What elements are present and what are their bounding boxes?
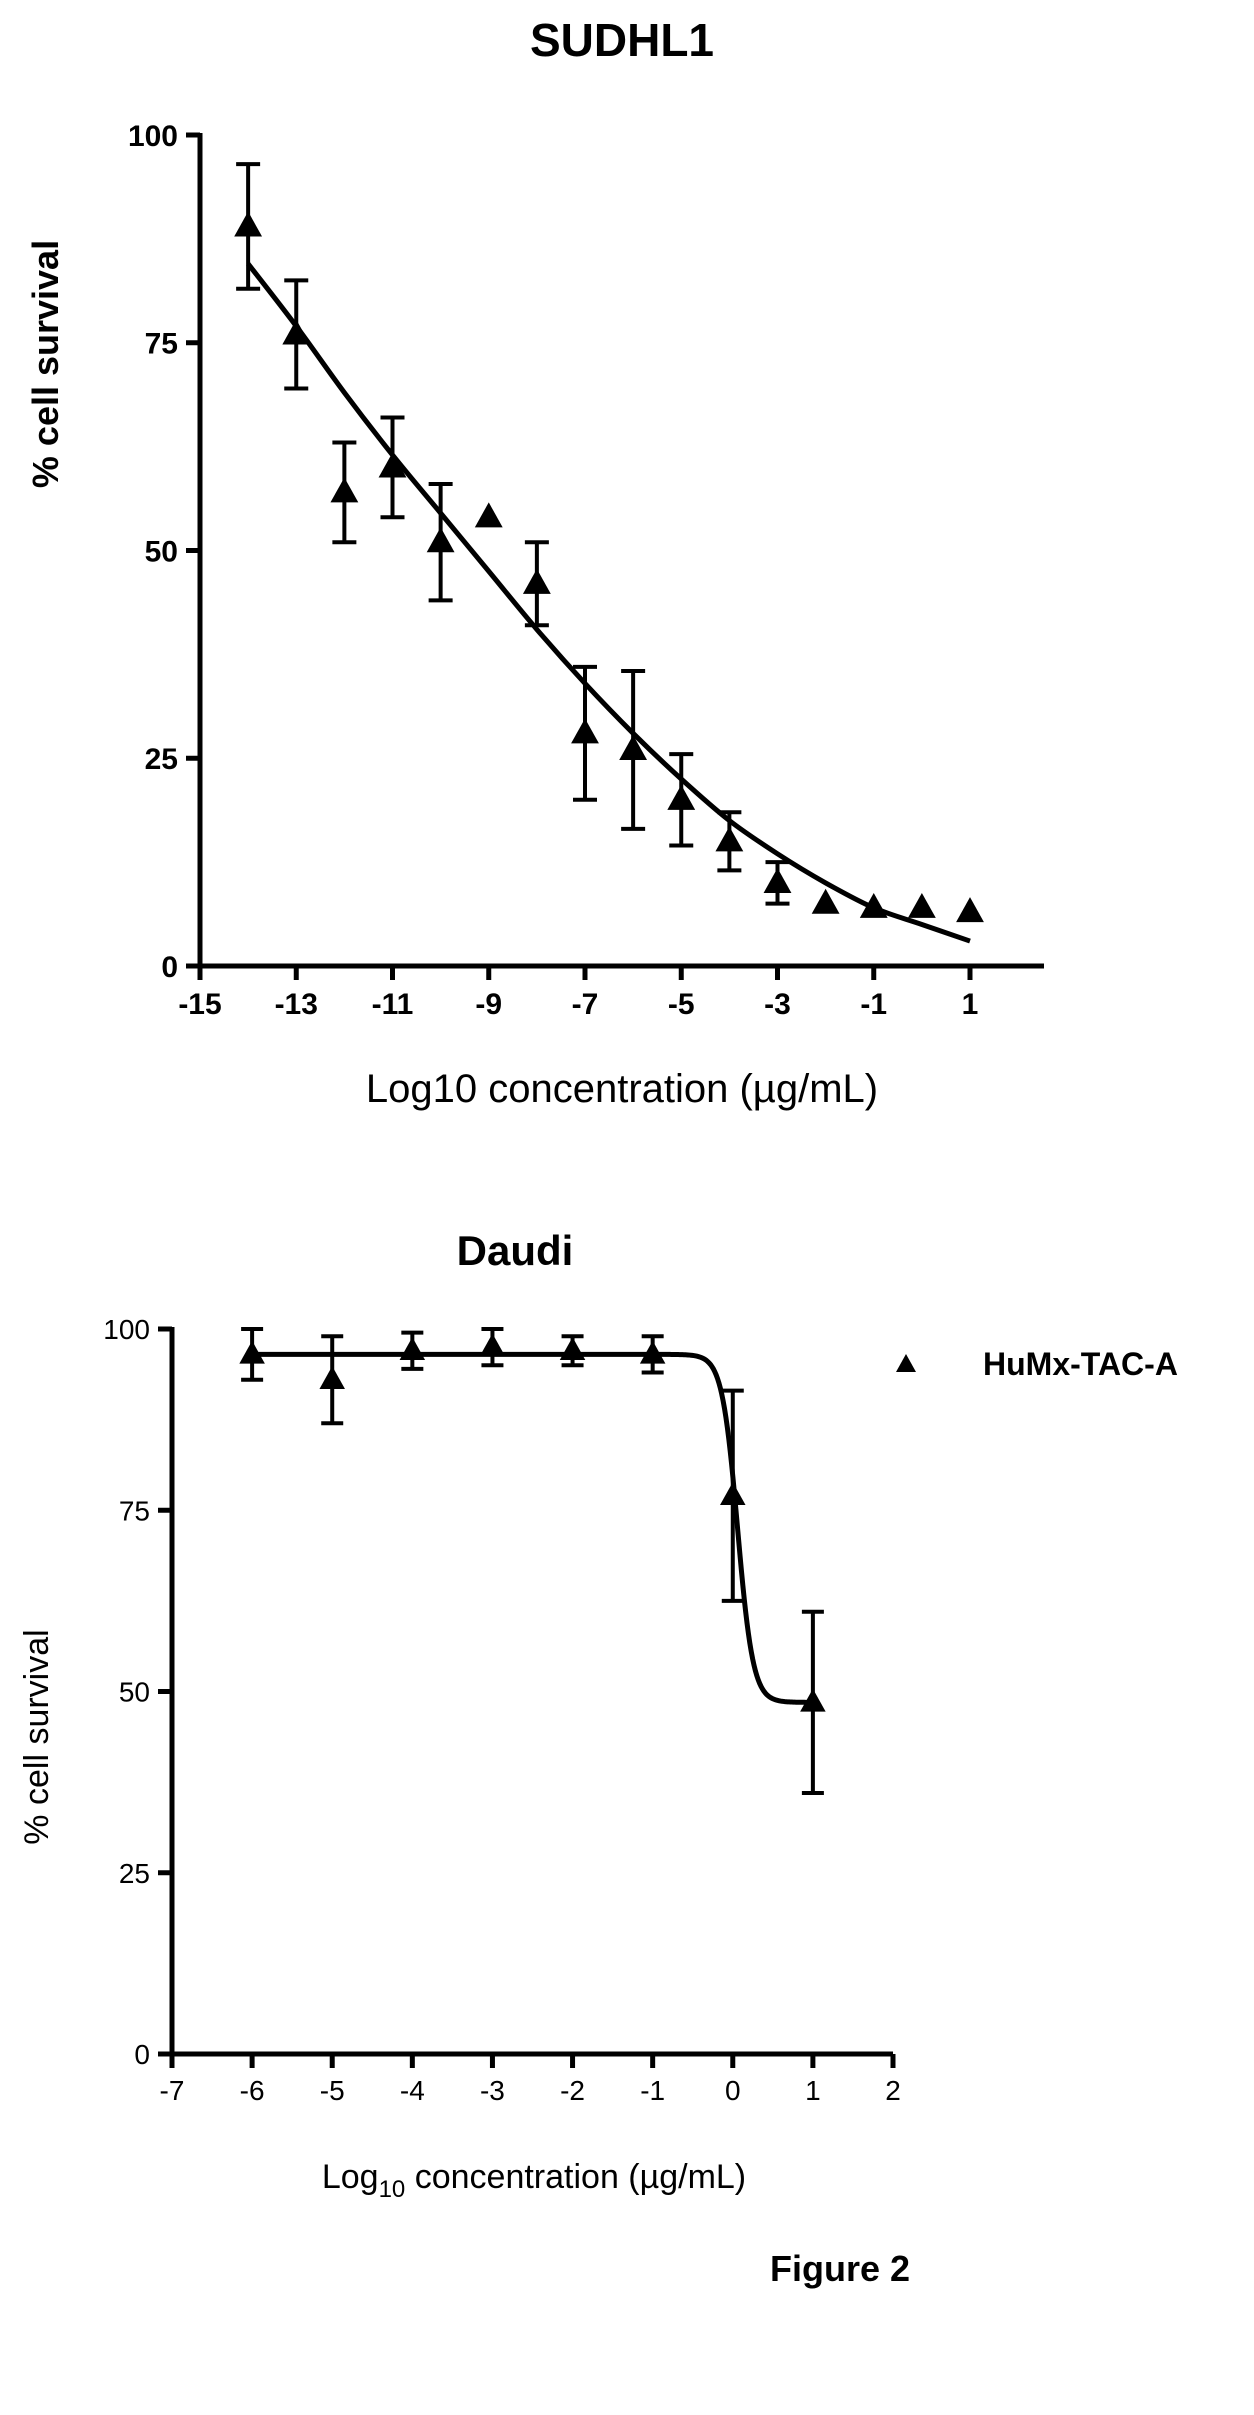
x-tick-label: 1 [962, 988, 979, 1021]
y-tick-label: 25 [119, 1858, 150, 1889]
data-point-triangle [811, 888, 840, 914]
data-point-triangle [800, 1688, 826, 1712]
data-point-triangle [399, 1337, 426, 1360]
chart-daudi: Daudi % cell survival Log10 concentratio… [18, 1227, 1178, 2203]
data-point-triangle [330, 477, 359, 503]
x-tick-label: -6 [240, 2075, 265, 2106]
data-point-triangle [559, 1337, 586, 1360]
data-point-triangle [907, 892, 936, 918]
chart-title: SUDHL1 [530, 14, 714, 66]
fit-curve [252, 1351, 813, 1705]
y-tick-label: 75 [145, 328, 178, 361]
data-point-triangle [639, 1340, 666, 1364]
chart-title: Daudi [457, 1227, 574, 1274]
data-point-triangle [479, 1333, 506, 1357]
data-point-triangle [720, 1482, 746, 1505]
x-tick-label: -5 [320, 2075, 345, 2106]
y-tick-label: 100 [103, 1314, 150, 1345]
y-tick-label: 50 [145, 535, 178, 568]
x-tick-label: -5 [668, 988, 695, 1021]
y-tick-label: 25 [145, 743, 178, 776]
data-point-triangle [239, 1340, 265, 1364]
x-tick-label: -7 [160, 2075, 185, 2106]
x-axis-label-main: Log [322, 2158, 379, 2196]
y-tick-label: 75 [119, 1495, 150, 1526]
y-tick-label: 0 [134, 2039, 150, 2070]
x-tick-label: 1 [805, 2075, 821, 2106]
x-tick-label: -4 [400, 2075, 425, 2106]
y-axis-label: % cell survival [18, 1629, 56, 1844]
data-points [234, 162, 984, 923]
data-point-triangle [956, 897, 984, 923]
data-point-triangle [859, 892, 888, 918]
data-point-triangle [619, 735, 648, 761]
y-tick-label: 0 [161, 951, 178, 984]
data-point-triangle [426, 527, 455, 553]
x-tick-label: -3 [764, 988, 791, 1021]
data-points [239, 1327, 826, 1795]
x-tick-label: -7 [572, 988, 599, 1021]
data-point-triangle [763, 868, 792, 893]
axes: 0 25 50 75 100 -7 -6 -5 -4 -3 -2 -1 0 1 2 [103, 1314, 901, 2106]
data-point-triangle [319, 1366, 345, 1389]
x-tick-label: -13 [275, 988, 318, 1021]
chart-sudhl1: SUDHL1 % cell survival Log10 concentrati… [25, 14, 1044, 1111]
y-tick-label: 50 [119, 1677, 150, 1708]
x-tick-label: -1 [860, 988, 887, 1021]
x-axis-label-rest: concentration (µg/mL) [405, 2158, 746, 2196]
data-point-triangle [234, 211, 263, 237]
x-tick-label: 2 [885, 2075, 901, 2106]
y-tick-label: 100 [128, 120, 178, 153]
data-point-triangle [474, 502, 503, 528]
x-axis-label-subscript: 10 [379, 2176, 406, 2203]
y-axis-label: % cell survival [25, 240, 66, 488]
x-tick-label: -2 [560, 2075, 585, 2106]
x-tick-label: -9 [475, 988, 502, 1021]
data-point-triangle [571, 718, 599, 744]
x-tick-label: -3 [480, 2075, 505, 2106]
legend-marker-triangle [896, 1354, 916, 1372]
figure-label: Figure 2 [770, 2248, 911, 2289]
data-point-triangle [715, 826, 744, 852]
fit-line [246, 262, 971, 944]
fit-curve [246, 262, 971, 944]
x-tick-label: -11 [372, 988, 414, 1021]
fit-line [252, 1351, 813, 1705]
legend-label: HuMx-TAC-A [983, 1346, 1178, 1382]
data-point-triangle [522, 568, 551, 594]
x-tick-label: -1 [640, 2075, 665, 2106]
x-tick-label: -15 [178, 988, 221, 1021]
data-point-triangle [378, 452, 407, 478]
x-axis-label: Log10 concentration (µg/mL) [366, 1067, 878, 1111]
legend: HuMx-TAC-A [896, 1346, 1178, 1382]
data-point-triangle [667, 784, 696, 810]
x-axis-label: Log10 concentration (µg/mL) [322, 2158, 746, 2203]
data-point-triangle [282, 319, 311, 345]
x-tick-label: 0 [725, 2075, 741, 2106]
